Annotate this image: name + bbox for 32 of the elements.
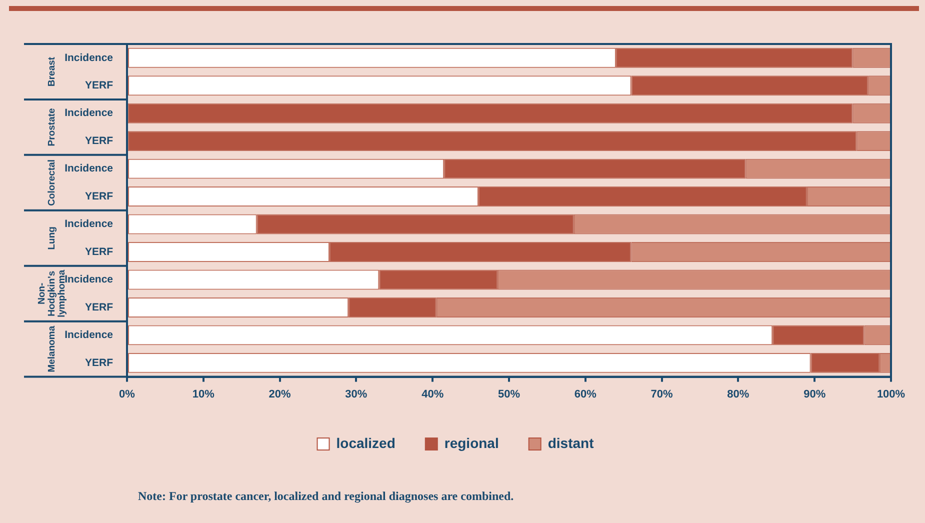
y-tick-label: Incidence: [64, 162, 114, 175]
text: Prostate: [46, 108, 58, 146]
y-tick-label: Incidence: [64, 329, 114, 342]
x-tick-label: 60%: [574, 388, 597, 400]
x-tick-label: 70%: [650, 388, 674, 400]
text: Melanoma: [46, 325, 58, 372]
x-tick-label: 100%: [876, 388, 906, 400]
legend-label: localized: [336, 434, 396, 451]
legend-label: distant: [548, 434, 594, 451]
x-tick-label: 30%: [345, 388, 368, 400]
x-tick-label: 90%: [804, 388, 826, 400]
y-tick-label: YERF: [84, 301, 114, 314]
text: Colorectal: [46, 159, 58, 206]
x-tick-label: 20%: [268, 388, 292, 400]
y-tick-label: YERF: [84, 356, 114, 369]
y-tick-label: Incidence: [64, 107, 114, 120]
y-tick-label: YERF: [84, 190, 114, 202]
text: Lung: [46, 226, 58, 250]
text: Breast: [46, 56, 58, 87]
x-tick-label: 10%: [192, 388, 215, 400]
x-tick-label: 40%: [422, 388, 444, 400]
y-tick-label: Incidence: [64, 274, 114, 286]
y-tick-label: YERF: [84, 246, 114, 258]
y-tick-label: YERF: [84, 79, 114, 92]
x-tick-label: 80%: [727, 388, 750, 400]
y-tick-label: Incidence: [64, 52, 114, 64]
legend-label: regional: [444, 434, 499, 451]
text: Note: For prostate cancer, localized and regional diagnoses are combined.: [138, 489, 514, 504]
x-tick-label: 0%: [119, 388, 136, 400]
x-tick-label: 50%: [498, 388, 520, 400]
y-tick-label: Incidence: [64, 218, 114, 230]
y-tick-label: YERF: [84, 134, 114, 147]
